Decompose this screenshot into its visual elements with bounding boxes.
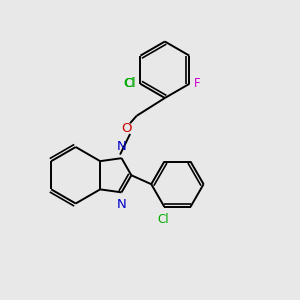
Text: Cl: Cl xyxy=(123,77,135,90)
Text: O: O xyxy=(121,122,131,135)
Text: N: N xyxy=(117,140,126,153)
Text: Cl: Cl xyxy=(124,77,136,90)
Text: F: F xyxy=(194,77,200,90)
Text: N: N xyxy=(117,198,126,211)
Text: Cl: Cl xyxy=(157,213,169,226)
